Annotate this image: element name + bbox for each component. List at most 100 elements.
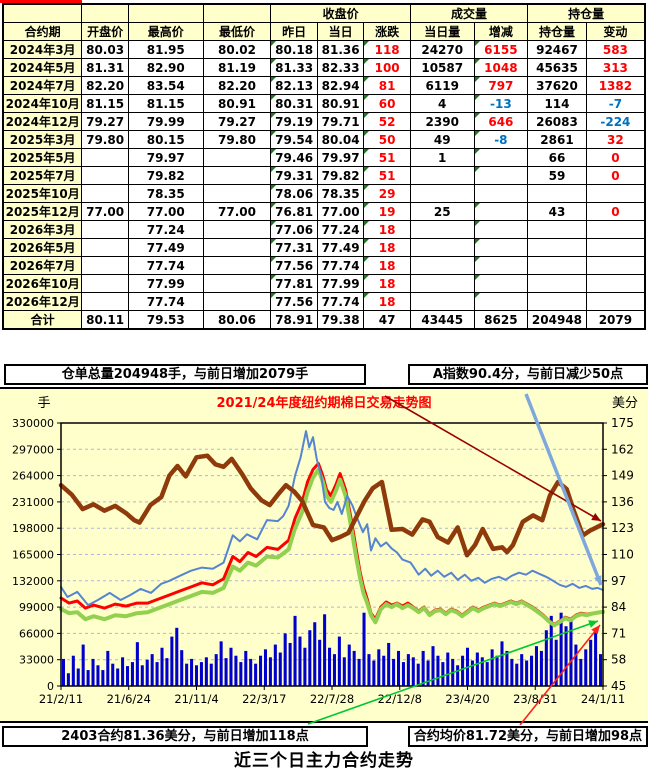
table-cell: 79.54: [270, 130, 318, 149]
table-cell: 81.31: [81, 58, 129, 77]
table-cell: 77.24: [316, 220, 365, 239]
svg-text:84: 84: [611, 600, 626, 614]
table-cell: [202, 148, 272, 167]
col-header-volume-change: 增减: [473, 22, 529, 41]
table-cell: 2025年7月: [2, 166, 83, 185]
contract-2403-status: 2403合约81.36美分，与前日增加118点: [2, 726, 368, 747]
svg-text:21/2/11: 21/2/11: [39, 692, 83, 706]
svg-text:21/6/24: 21/6/24: [107, 692, 151, 706]
table-cell: 77.74: [127, 292, 204, 311]
svg-text:22/3/17: 22/3/17: [242, 692, 286, 706]
table-cell: 2025年5月: [2, 148, 83, 167]
table-cell: 77.99: [127, 274, 204, 293]
table-cell: 0: [585, 202, 646, 221]
table-cell: 77.00: [202, 202, 272, 221]
table-cell: 45635: [527, 58, 587, 77]
table-cell: 82.94: [316, 76, 365, 95]
table-cell: 29: [363, 184, 411, 203]
table-cell: 77.00: [81, 202, 129, 221]
table-row: 2026年7月 77.74 77.56 77.74 18: [2, 256, 646, 275]
table-row: 2026年5月 77.49 77.31 77.49 18: [2, 238, 646, 257]
table-cell: 合计: [2, 310, 83, 330]
table-cell: 2861: [527, 130, 587, 149]
svg-text:2021/24年度纽约期棉日交易走势图: 2021/24年度纽约期棉日交易走势图: [216, 395, 431, 411]
table-cell: 80.91: [202, 94, 272, 113]
table-cell: 77.99: [316, 274, 365, 293]
table-cell: 4: [409, 94, 475, 113]
table-cell: [202, 238, 272, 257]
svg-text:22/12/8: 22/12/8: [378, 692, 422, 706]
table-cell: [202, 166, 272, 185]
table-cell: 8625: [473, 310, 529, 330]
table-cell: 80.91: [316, 94, 365, 113]
table-body: 2024年3月 80.03 81.95 80.02 80.18 81.36 118 24270…: [2, 40, 646, 330]
table-cell: [202, 292, 272, 311]
svg-text:0: 0: [47, 680, 54, 693]
table-cell: 79.80: [81, 130, 129, 149]
table-cell: 26083: [527, 112, 587, 131]
col-header-low: 最低价: [202, 22, 272, 41]
table-cell: 18: [363, 292, 411, 311]
table-cell: 79.71: [316, 112, 365, 131]
table-cell: 82.13: [270, 76, 318, 95]
table-cell: 646: [473, 112, 529, 131]
table-cell: 77.00: [127, 202, 204, 221]
svg-text:110: 110: [611, 548, 634, 562]
table-cell: [409, 256, 475, 275]
table-cell: 797: [473, 76, 529, 95]
table-cell: 78.91: [270, 310, 318, 330]
table-cell: 79.80: [202, 130, 272, 149]
table-cell: [202, 220, 272, 239]
table-cell: 80.04: [316, 130, 365, 149]
table-cell: -7: [585, 94, 646, 113]
table-cell: 82.90: [127, 58, 204, 77]
table-cell: 6155: [473, 40, 529, 59]
table-cell: [527, 238, 587, 257]
col-header-oi-change: 变动: [585, 22, 646, 41]
table-cell: [473, 184, 529, 203]
svg-text:165000: 165000: [12, 549, 54, 562]
table-cell: [81, 220, 129, 239]
col-header-open-interest: 持仓量: [527, 22, 587, 41]
table-cell: 2026年10月: [2, 274, 83, 293]
svg-text:198000: 198000: [12, 522, 54, 535]
table-row: 2025年3月 79.80 80.15 79.80 79.54 80.04 50 49 -8 28…: [2, 130, 646, 149]
svg-text:手: 手: [37, 396, 50, 411]
warehouse-receipt-status: 仓单总量204948手，与前日增加2079手: [4, 364, 366, 385]
table-cell: 77.31: [270, 238, 318, 257]
col-header-open: 开盘价: [81, 22, 129, 41]
trend-chart: 3300002970002640002310001980001650001320…: [12, 393, 638, 725]
table-cell: [473, 238, 529, 257]
table-cell: 43445: [409, 310, 475, 330]
table-cell: 50: [363, 130, 411, 149]
table-cell: 24270: [409, 40, 475, 59]
table-cell: 6119: [409, 76, 475, 95]
table-cell: 77.56: [270, 256, 318, 275]
table-cell: [527, 184, 587, 203]
table-cell: [585, 238, 646, 257]
table-cell: 82.20: [202, 76, 272, 95]
svg-text:45: 45: [611, 679, 626, 693]
table-cell: [585, 220, 646, 239]
table-cell: [81, 292, 129, 311]
table-cell: 43: [527, 202, 587, 221]
svg-text:136: 136: [611, 495, 634, 509]
svg-text:23/8/31: 23/8/31: [513, 692, 557, 706]
futures-quote-table: 收盘价 成交量 持仓量 合约期 开盘价 最高价 最低价 昨日 当日 涨跌 当日量…: [2, 3, 646, 330]
table-column-header-row: 合约期 开盘价 最高价 最低价 昨日 当日 涨跌 当日量 增减 持仓量 变动: [2, 22, 646, 41]
table-cell: 79.38: [316, 310, 365, 330]
table-cell: 81.95: [127, 40, 204, 59]
col-header-volume: 当日量: [409, 22, 475, 41]
svg-text:264000: 264000: [12, 470, 54, 483]
svg-text:21/11/4: 21/11/4: [174, 692, 218, 706]
volume-group-header: 成交量: [409, 3, 529, 23]
table-cell: 2026年5月: [2, 238, 83, 257]
table-cell: -13: [473, 94, 529, 113]
table-cell: [527, 256, 587, 275]
table-cell: 77.74: [127, 256, 204, 275]
svg-text:美分: 美分: [612, 396, 638, 411]
page-footer-title: 近三个日主力合约走势: [234, 751, 414, 771]
table-cell: 81.33: [270, 58, 318, 77]
table-cell: 37620: [527, 76, 587, 95]
table-cell: [202, 184, 272, 203]
